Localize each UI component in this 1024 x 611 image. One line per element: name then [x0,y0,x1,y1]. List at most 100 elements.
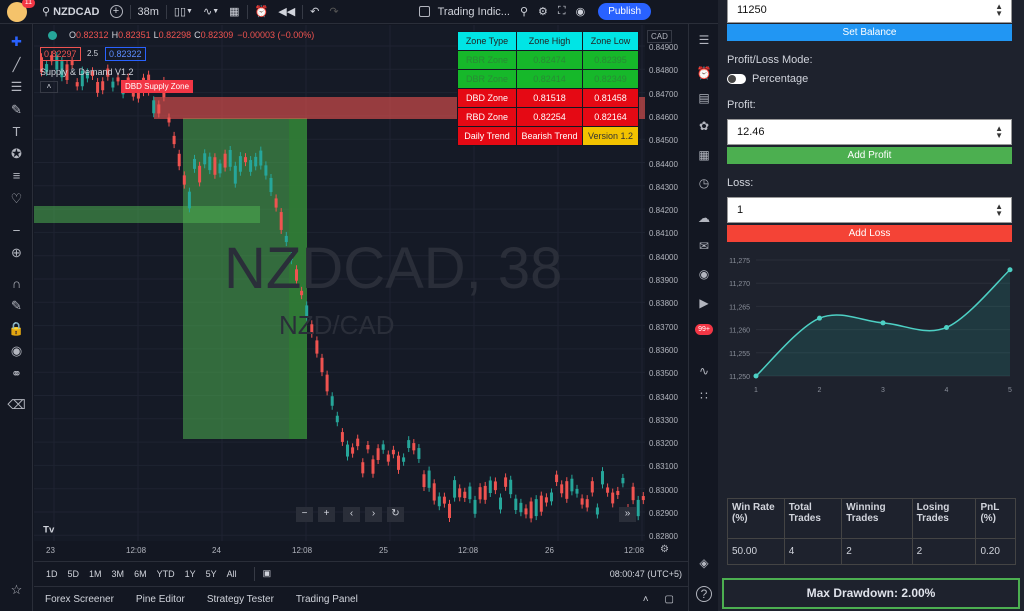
set-balance-button[interactable]: Set Balance [727,24,1012,41]
buy-button[interactable]: 0.82322 [105,47,146,61]
candle-body [565,481,569,499]
range-button[interactable]: All [226,568,237,579]
hotlist-flame-icon[interactable]: ✿ [698,119,710,133]
clock-icon[interactable]: ◷ [698,176,710,190]
range-button[interactable]: YTD [156,568,175,579]
chart-pane[interactable]: O0.82312 H0.82351 L0.82298 C0.82309 −0.0000… [34,25,645,541]
chevron-up-icon: ˄ [46,82,52,91]
search-button[interactable]: ⚲ [515,0,533,24]
data-window-icon[interactable]: ▤ [698,91,710,105]
layout-button[interactable]: ▦ [224,0,244,24]
ideas-icon[interactable]: ☁ [698,211,710,225]
stepper-icon[interactable]: ▲ ▼ [995,2,1003,18]
undo-button[interactable]: ↶ [305,0,324,24]
symbol-search[interactable]: ⚲ NZDCAD [37,0,105,24]
star-icon[interactable]: ☆ [10,581,23,597]
layers-icon[interactable]: ◈ [699,556,709,570]
publish-button[interactable]: Publish [598,3,652,20]
interval-button[interactable]: 38m [137,5,159,18]
candle-body [376,448,380,460]
candle-body [208,156,212,171]
chart-y-tick: 11,255 [729,351,750,358]
indicators-chart-button[interactable]: ∿ ▼ [198,0,224,24]
user-avatar[interactable]: 11 [7,0,35,22]
eye-icon[interactable]: ◉ [10,342,23,358]
loss-input[interactable]: 1 ▲ ▼ [727,197,1012,223]
magnet-icon[interactable]: ∩ [11,276,22,291]
lock-drawing-icon[interactable]: ✎ [11,297,22,313]
lock-icon[interactable]: 🔒 [8,320,25,336]
text-icon[interactable]: T [12,124,21,139]
time-tick: 23 [46,546,55,555]
sell-button[interactable]: 0.82297 [40,47,81,61]
scroll-to-realtime-button[interactable]: » [619,507,636,522]
bar-style-button[interactable]: ▯▯ ▼ [169,0,198,24]
range-button[interactable]: 1D [46,568,58,579]
trend-line-icon[interactable]: ╱ [12,56,21,72]
collapse-panel-icon[interactable]: ˄ [642,593,649,605]
range-button[interactable]: 5Y [205,568,217,579]
pattern-icon[interactable]: ✪ [11,145,22,161]
zoom-in-button[interactable]: + [318,507,335,522]
brush-icon[interactable]: ✎ [11,101,22,117]
alarm-clock-icon[interactable]: ⏰ [696,66,712,80]
scroll-left-button[interactable]: ‹ [343,507,360,522]
tab-trading-panel[interactable]: Trading Panel [295,593,358,605]
candle-body [437,496,441,507]
play-icon[interactable]: ▶ [699,296,709,310]
time-axis[interactable]: 23 12:08 24 12:08 25 12:08 26 12:08 ⚙ [34,541,688,561]
clock[interactable]: 08:00:47 (UTC+5) [609,568,682,579]
redo-button[interactable]: ↷ [324,0,343,24]
calendar-grid-icon[interactable]: ▦ [698,148,710,162]
zoom-in-icon[interactable]: ⊕ [11,244,22,260]
range-button[interactable]: 1M [89,568,102,579]
zoom-out-button[interactable]: − [296,507,313,522]
crosshair-icon[interactable]: ✚ [11,33,22,49]
tab-pine-editor[interactable]: Pine Editor [135,593,185,605]
compare-button[interactable]: + [105,0,128,24]
help-icon[interactable]: ? [696,586,712,602]
percentage-toggle[interactable] [727,74,746,84]
watchlist-icon[interactable]: ☰ [698,33,710,47]
maximize-panel-icon[interactable]: ▢ [664,593,674,605]
tradingview-logo: ᵀᵛ [43,523,55,539]
heart-icon[interactable]: ♡ [10,190,23,206]
prediction-icon[interactable]: ≡ [12,168,21,183]
dots-grid-icon[interactable]: ∷ [700,389,708,403]
goto-date-icon[interactable]: ▣ [262,568,272,578]
ohlc-value: 0.82309 [200,30,234,40]
axis-settings-icon[interactable]: ⚙ [660,544,669,555]
stepper-icon[interactable]: ▲ ▼ [995,124,1003,140]
replay-button[interactable]: ◀◀ [273,0,300,24]
reset-chart-button[interactable]: ↻ [387,507,404,522]
settings-button[interactable]: ⚙ [533,0,553,24]
range-button[interactable]: 3M [111,568,125,579]
trash-icon[interactable]: ⌫ [7,396,26,412]
tab-strategy-tester[interactable]: Strategy Tester [206,593,274,605]
ruler-icon[interactable]: ⎯ [13,221,20,237]
alert-button[interactable]: ⏰ [250,0,274,24]
stepper-icon[interactable]: ▲ ▼ [995,202,1003,218]
range-button[interactable]: 1Y [184,568,196,579]
broadcast-icon[interactable]: ◉ [698,267,710,281]
chat-icon[interactable]: ✉ [698,239,710,253]
profit-input[interactable]: 12.46 ▲ ▼ [727,119,1012,145]
chevron-down-icon: ▼ [186,8,193,15]
wave-icon[interactable]: ∿ [698,364,710,378]
price-axis[interactable]: CAD 0.84900 0.84800 0.84700 0.84600 0.84500 0… [645,25,688,541]
fullscreen-button[interactable]: ⛶ [553,0,571,24]
add-loss-button[interactable]: Add Loss [727,225,1012,242]
range-button[interactable]: 6M [134,568,147,579]
notifications-badge[interactable]: 99+ [695,324,713,335]
collapse-legend-button[interactable]: ˄ [40,81,58,93]
range-button[interactable]: 5D [67,568,80,579]
snapshot-button[interactable]: ◉ [571,0,591,24]
indicator-toggle[interactable]: Trading Indic... [414,0,515,24]
scroll-right-button[interactable]: › [365,507,382,522]
tab-forex-screener[interactable]: Forex Screener [45,593,114,605]
link-icon[interactable]: ⚭ [11,365,22,381]
candle-body [641,496,645,501]
balance-input[interactable]: 11250 ▲ ▼ [727,0,1012,23]
add-profit-button[interactable]: Add Profit [727,147,1012,164]
fib-icon[interactable]: ☰ [10,78,23,94]
